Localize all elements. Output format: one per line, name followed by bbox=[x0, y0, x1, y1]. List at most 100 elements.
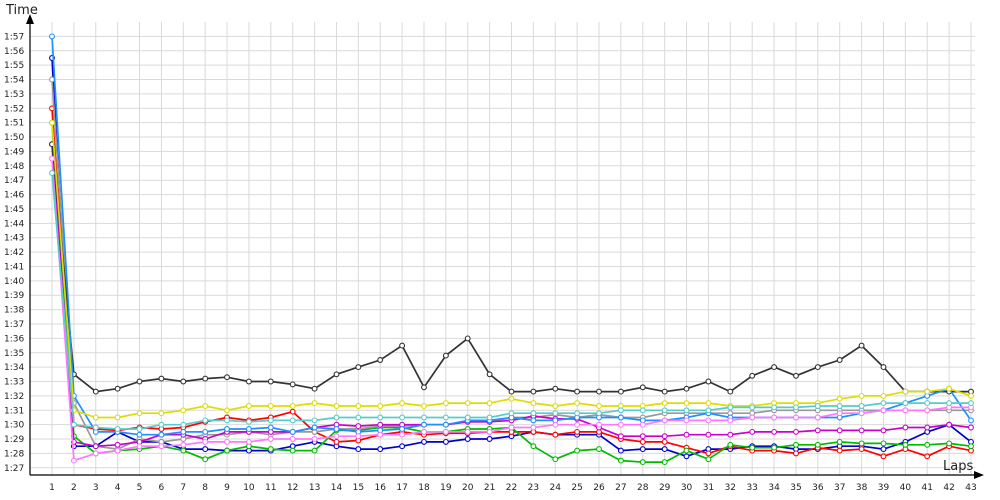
data-point bbox=[946, 440, 953, 447]
data-point bbox=[661, 400, 668, 407]
y-tick-label: 1:43 bbox=[4, 234, 24, 244]
data-point bbox=[49, 170, 55, 176]
data-point bbox=[771, 444, 778, 451]
x-tick-label: 7 bbox=[180, 483, 186, 493]
data-point bbox=[399, 426, 406, 432]
data-point bbox=[924, 441, 931, 448]
data-point bbox=[202, 403, 209, 409]
data-point bbox=[836, 447, 843, 454]
data-point bbox=[180, 428, 187, 435]
data-point bbox=[180, 421, 187, 428]
data-point bbox=[574, 410, 581, 417]
data-point bbox=[902, 424, 909, 431]
data-point bbox=[377, 357, 384, 363]
data-point bbox=[224, 374, 230, 381]
x-tick-label: 9 bbox=[224, 483, 230, 493]
data-point bbox=[880, 400, 887, 407]
y-axis-arrow-icon bbox=[26, 14, 34, 24]
x-tick-label: 35 bbox=[790, 483, 801, 493]
data-point bbox=[421, 421, 427, 428]
y-tick-label: 1:54 bbox=[4, 76, 24, 86]
data-point bbox=[442, 428, 449, 435]
data-point bbox=[92, 443, 99, 450]
data-point bbox=[245, 418, 252, 425]
y-tick-label: 1:45 bbox=[4, 205, 24, 215]
data-point bbox=[683, 447, 690, 454]
data-point bbox=[92, 388, 99, 395]
data-point bbox=[421, 428, 427, 435]
data-point bbox=[114, 447, 121, 454]
data-point bbox=[639, 421, 646, 428]
data-point bbox=[399, 431, 406, 438]
y-tick-label: 1:53 bbox=[4, 90, 24, 100]
data-point bbox=[617, 407, 624, 414]
data-point bbox=[158, 410, 165, 417]
y-tick-label: 1:40 bbox=[4, 277, 24, 287]
x-tick-label: 28 bbox=[637, 483, 649, 493]
data-point bbox=[377, 431, 384, 438]
data-point bbox=[114, 385, 121, 392]
data-point bbox=[858, 392, 865, 399]
data-point bbox=[530, 424, 537, 431]
data-point bbox=[355, 403, 362, 409]
data-point bbox=[661, 433, 668, 440]
x-tick-label: 1 bbox=[49, 483, 55, 493]
data-point bbox=[902, 407, 909, 414]
data-point bbox=[355, 433, 362, 440]
data-point bbox=[202, 438, 209, 445]
data-point bbox=[793, 428, 799, 435]
data-point bbox=[946, 421, 953, 428]
data-point bbox=[136, 426, 143, 432]
y-tick-label: 1:30 bbox=[4, 421, 24, 431]
data-point bbox=[289, 417, 296, 424]
data-point bbox=[705, 378, 712, 385]
data-point bbox=[749, 404, 756, 411]
data-point bbox=[158, 443, 165, 450]
data-point bbox=[574, 421, 581, 428]
data-point bbox=[880, 392, 887, 399]
data-point bbox=[814, 414, 821, 421]
data-point bbox=[289, 403, 296, 409]
x-tick-label: 25 bbox=[571, 483, 582, 493]
data-point bbox=[946, 385, 953, 392]
data-point bbox=[968, 400, 974, 407]
data-point bbox=[880, 440, 887, 447]
data-point bbox=[727, 417, 734, 424]
data-point bbox=[858, 427, 865, 434]
data-point bbox=[793, 414, 799, 421]
data-point bbox=[902, 441, 909, 448]
data-point bbox=[617, 457, 624, 464]
x-tick-label: 34 bbox=[768, 483, 780, 493]
data-point bbox=[814, 403, 821, 409]
data-point bbox=[267, 403, 274, 409]
data-point bbox=[596, 421, 602, 428]
data-point bbox=[727, 404, 734, 411]
data-point bbox=[421, 403, 427, 409]
y-tick-label: 1:49 bbox=[4, 147, 24, 157]
y-tick-label: 1:31 bbox=[4, 406, 24, 416]
data-point bbox=[289, 447, 296, 454]
data-point bbox=[793, 404, 799, 411]
data-point bbox=[464, 400, 471, 407]
x-tick-label: 17 bbox=[396, 483, 407, 493]
data-point bbox=[508, 395, 515, 402]
data-point bbox=[617, 447, 624, 454]
data-point bbox=[355, 364, 362, 371]
data-point bbox=[530, 410, 537, 417]
data-point bbox=[683, 407, 690, 414]
y-tick-label: 1:42 bbox=[4, 248, 24, 258]
data-point bbox=[92, 424, 99, 431]
data-point bbox=[705, 456, 712, 463]
x-tick-label: 20 bbox=[462, 483, 474, 493]
data-point bbox=[399, 342, 406, 349]
data-point bbox=[136, 443, 143, 450]
data-point bbox=[858, 446, 865, 453]
data-point bbox=[705, 417, 712, 424]
data-point bbox=[924, 407, 931, 414]
data-point bbox=[377, 414, 384, 421]
data-point bbox=[202, 456, 209, 463]
data-point bbox=[377, 446, 384, 453]
data-point bbox=[968, 443, 974, 450]
data-point bbox=[421, 438, 427, 445]
